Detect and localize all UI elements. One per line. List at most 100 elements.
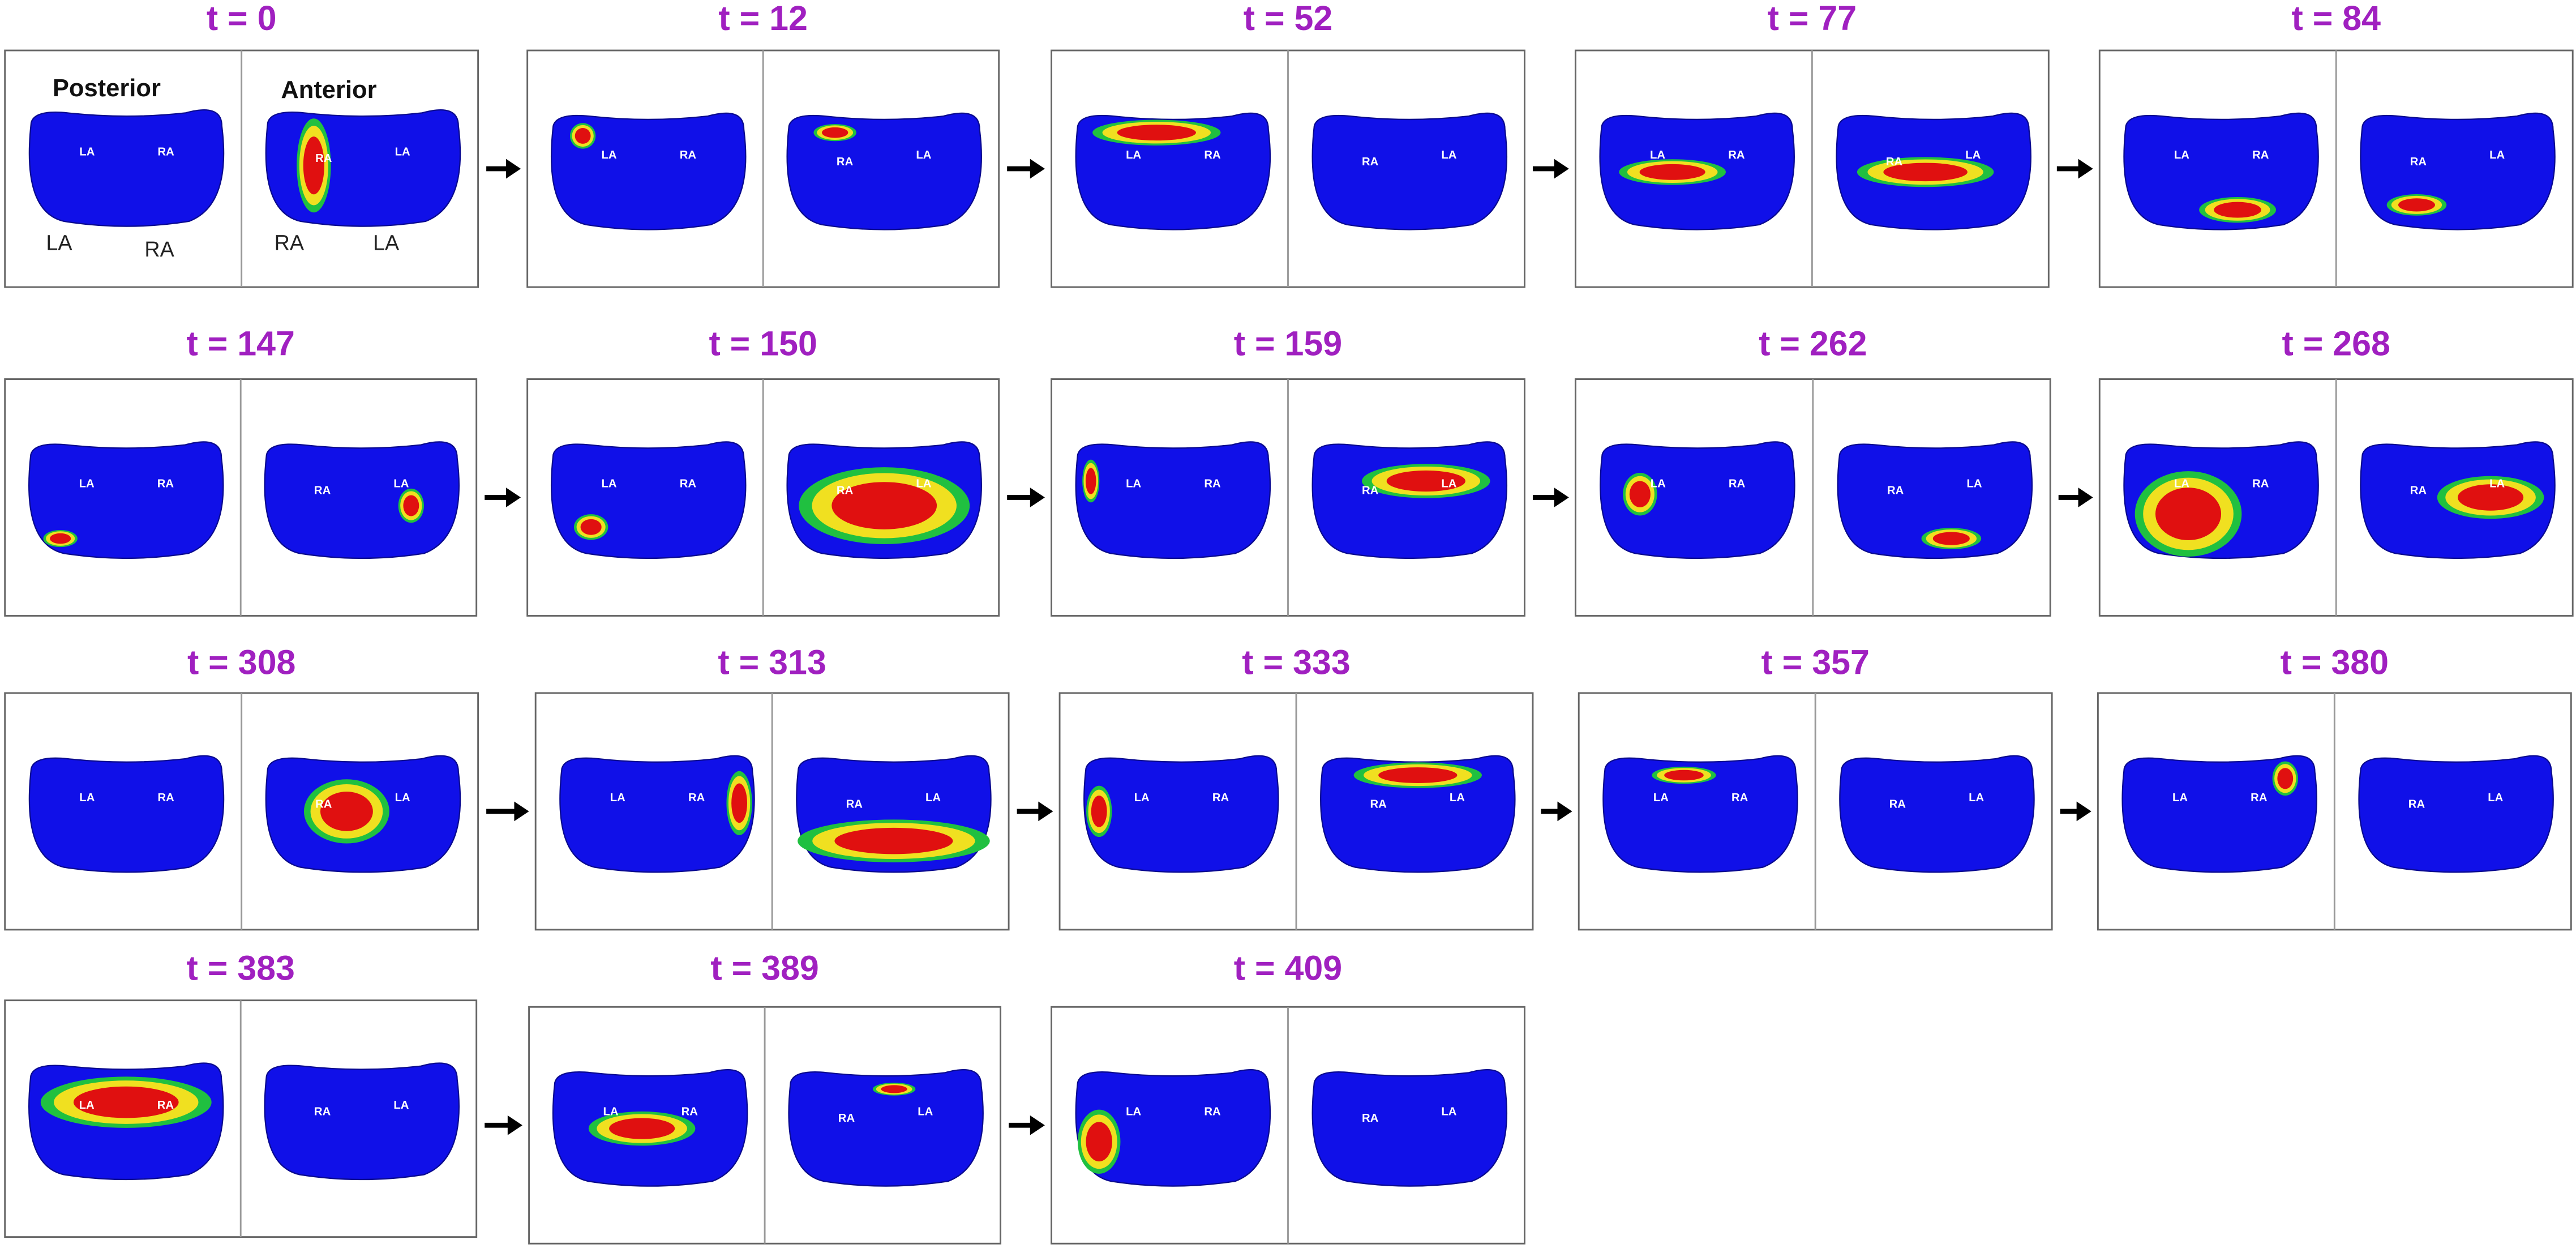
sequence-arrowhead	[505, 488, 521, 507]
atrium-map	[1837, 441, 2033, 559]
chamber-label: RA	[680, 149, 697, 161]
panel: t = 389 LA RA RA LA	[528, 949, 1002, 1245]
chamber-label: LA	[1965, 149, 1981, 161]
chamber-label: RA	[1731, 792, 1748, 804]
chamber-label: LA	[916, 149, 931, 161]
atrium-map	[788, 1069, 984, 1187]
panel: t = 268 LA RA RA LA	[2098, 324, 2574, 617]
atrium-map	[2358, 755, 2554, 873]
atrium-map	[1600, 441, 1795, 559]
atrium-map	[550, 441, 747, 559]
chamber-label: RA	[2408, 798, 2425, 811]
panel-title: t = 12	[718, 0, 808, 37]
panel: t = 12 LA RA RA LA	[526, 0, 1000, 288]
chamber-label: RA	[157, 146, 174, 158]
chamber-label: LA	[1651, 478, 1666, 490]
chamber-label: LA	[1653, 792, 1669, 804]
activation-patch	[403, 495, 419, 516]
chamber-label: LA	[393, 478, 409, 490]
chamber-label: RA	[2251, 792, 2268, 804]
chamber-label: LA	[79, 1099, 95, 1112]
activation-patch	[575, 128, 591, 144]
activation-patch	[881, 1085, 907, 1093]
chamber-label: RA	[1729, 478, 1746, 490]
activation-patch	[731, 783, 748, 823]
chamber-label: LA	[1441, 1105, 1456, 1118]
chamber-label: LA	[79, 792, 95, 804]
panel-title: t = 52	[1244, 0, 1333, 37]
chamber-label: RA	[846, 798, 863, 811]
panel-title: t = 77	[1768, 0, 1857, 37]
chamber-label: LA	[1126, 1105, 1141, 1118]
view-label: Anterior	[281, 76, 376, 104]
atrium-map	[264, 441, 460, 559]
chamber-label: LA	[1126, 149, 1141, 161]
atrium-map	[2360, 112, 2556, 230]
chamber-label: RA	[2252, 478, 2269, 490]
chamber-label: RA	[157, 1099, 174, 1112]
activation-patch	[1883, 163, 1968, 182]
panel-title: t = 84	[2291, 0, 2381, 37]
chamber-label: RA	[1886, 156, 1903, 168]
panel-title: t = 357	[1761, 643, 1869, 682]
activation-patch	[1091, 796, 1107, 827]
panel-title: t = 268	[2282, 324, 2390, 363]
atrium-map	[264, 1062, 460, 1181]
chamber-label: RA	[157, 478, 174, 490]
sequence-arrowhead	[1554, 488, 1569, 507]
activation-patch	[1932, 532, 1970, 545]
chamber-label: LA	[395, 146, 410, 158]
panel: t = 150 LA RA RA LA	[526, 324, 1000, 617]
sequence-arrowhead	[1038, 801, 1053, 822]
atrium-map	[1075, 441, 1271, 559]
panel-title: t = 159	[1234, 324, 1342, 363]
activation-patch	[1086, 1122, 1112, 1162]
chamber-label: LA	[1650, 149, 1665, 161]
activation-patch	[1117, 125, 1196, 141]
chamber-label: LA	[916, 478, 931, 490]
activation-patch	[1378, 767, 1458, 783]
chamber-label: RA	[1728, 149, 1745, 161]
atrium-map	[2123, 112, 2319, 230]
panel: t = 308 LA RA RA LA	[4, 643, 479, 931]
chamber-label: RA	[157, 792, 174, 804]
atrium-map	[1320, 755, 1516, 873]
activation-patch	[609, 1118, 675, 1139]
chamber-label: LA	[393, 1099, 409, 1112]
chamber-label: LA	[1126, 478, 1141, 490]
panel-title: t = 150	[709, 324, 817, 363]
chamber-label: RA	[1362, 156, 1379, 168]
chamber-label: RA	[688, 792, 705, 804]
chamber-label: RA	[1212, 792, 1229, 804]
chamber-label-large: LA	[373, 231, 400, 255]
panel-title: t = 262	[1759, 324, 1867, 363]
activation-patch	[2458, 484, 2524, 511]
atrium-map	[2121, 755, 2317, 873]
atrium-map	[28, 441, 224, 559]
sequence-arrowhead	[2078, 159, 2093, 179]
panel: t = 84 LA RA RA LA	[2098, 0, 2574, 288]
sequence-arrowhead	[1030, 1115, 1045, 1135]
chamber-label: LA	[918, 1105, 933, 1118]
sequence-arrowhead	[2078, 488, 2093, 507]
atrium-map	[28, 109, 225, 227]
atrium-map	[1311, 1069, 1508, 1187]
activation-patch	[2277, 768, 2294, 789]
chamber-label: RA	[315, 798, 332, 811]
chamber-label: LA	[79, 478, 95, 490]
activation-patch	[580, 519, 602, 535]
panel: t = 357 LA RA RA LA	[1578, 643, 2053, 931]
chamber-label-large: RA	[275, 231, 305, 255]
panel: t = 262 LA RA RA LA	[1574, 324, 2051, 617]
chamber-label: RA	[680, 478, 697, 490]
chamber-label: RA	[1204, 478, 1221, 490]
chamber-label: LA	[925, 792, 941, 804]
activation-patch	[2155, 488, 2222, 540]
activation-patch	[73, 1086, 179, 1118]
panel-title: t = 409	[1234, 949, 1342, 988]
sequence-arrowhead	[1557, 801, 1572, 822]
activation-patch	[2398, 198, 2435, 212]
activation-patch	[831, 482, 937, 529]
activation-patch	[1664, 770, 1704, 781]
activation-patch	[303, 136, 324, 195]
